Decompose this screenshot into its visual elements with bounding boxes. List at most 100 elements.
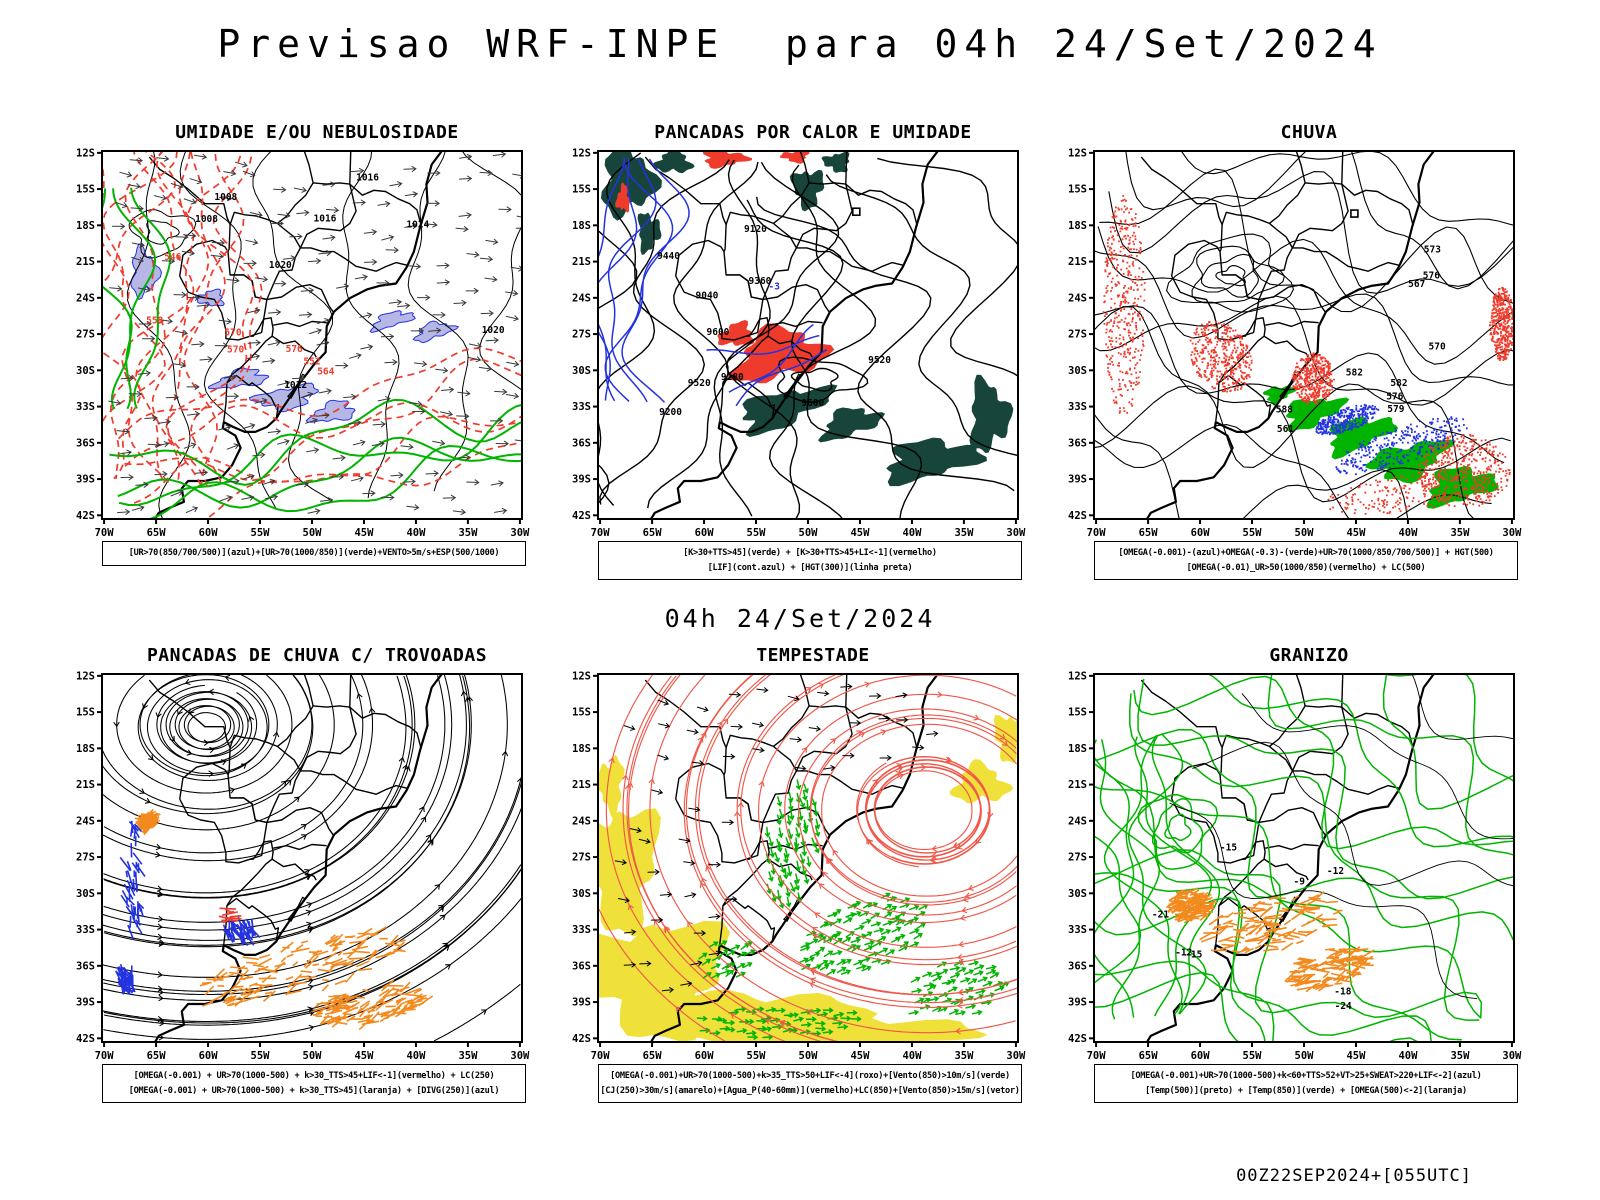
panel-title: CHUVA	[1280, 122, 1338, 143]
svg-text:24S: 24S	[1068, 292, 1087, 304]
svg-text:12S: 12S	[1068, 671, 1087, 683]
svg-text:-18: -18	[1334, 987, 1351, 998]
svg-text:45W: 45W	[1346, 527, 1366, 539]
svg-text:-12: -12	[1175, 948, 1192, 959]
legend-box-umidade: [UR>70(850/700/500)](azul)+[UR>70(1000/8…	[102, 541, 526, 566]
svg-text:55W: 55W	[747, 527, 767, 539]
map-granizo: -24-21-18-15-12-9-15-1212S15S18S21S24S27…	[1068, 671, 1522, 1063]
svg-text:27S: 27S	[76, 852, 95, 864]
svg-text:42S: 42S	[572, 510, 591, 522]
svg-text:1016: 1016	[356, 172, 379, 183]
svg-text:27S: 27S	[1068, 852, 1087, 864]
svg-text:60W: 60W	[695, 527, 715, 539]
svg-text:35W: 35W	[458, 1050, 478, 1062]
svg-text:-15: -15	[1185, 950, 1202, 961]
svg-text:18S: 18S	[572, 220, 591, 232]
legend-line: [OMEGA(-0.001)+UR>70(1000-500)+k>35_TTS>…	[610, 1071, 1010, 1082]
svg-text:21S: 21S	[1068, 779, 1087, 791]
panel-chuva: CHUVA 588 582 576 570 579 573 567 582 576 561 12S 1…	[1060, 122, 1532, 581]
svg-text:36S: 36S	[76, 437, 95, 449]
svg-text:30W: 30W	[1006, 527, 1026, 539]
validity-subtitle: 04h 24/Set/2024	[664, 604, 936, 634]
svg-text:576: 576	[286, 344, 303, 355]
legend-line: [Temp(500)](preto) + [Temp(850)](verde) …	[1145, 1085, 1467, 1096]
svg-text:12S: 12S	[1068, 147, 1087, 159]
svg-text:42S: 42S	[76, 1033, 95, 1045]
svg-text:18S: 18S	[1068, 743, 1087, 755]
svg-text:35W: 35W	[1450, 1050, 1470, 1062]
svg-text:33S: 33S	[572, 924, 591, 936]
svg-text:30S: 30S	[76, 888, 95, 900]
svg-text:588: 588	[1276, 405, 1293, 416]
svg-text:18S: 18S	[76, 220, 95, 232]
svg-text:70W: 70W	[1087, 527, 1107, 539]
svg-text:30W: 30W	[510, 527, 530, 539]
svg-text:576: 576	[1386, 392, 1403, 403]
svg-text:50W: 50W	[1295, 1050, 1315, 1062]
svg-text:27S: 27S	[76, 329, 95, 341]
svg-text:45W: 45W	[354, 527, 374, 539]
svg-text:30S: 30S	[572, 888, 591, 900]
panel-pancadas-calor: PANCADAS POR CALOR E UMIDADE 9600 9520 944…	[564, 122, 1036, 581]
panel-title: TEMPESTADE	[756, 645, 870, 667]
svg-text:36S: 36S	[572, 437, 591, 449]
svg-text:15S: 15S	[1068, 184, 1087, 196]
svg-text:-15: -15	[1220, 843, 1237, 854]
svg-text:27S: 27S	[572, 852, 591, 864]
svg-text:18S: 18S	[1068, 220, 1087, 232]
svg-text:1008: 1008	[214, 192, 237, 203]
map-umidade: 1008 1012 1016 1020 1024 1016 1008 1020 552 558 56…	[76, 147, 530, 539]
svg-text:36S: 36S	[76, 961, 95, 973]
svg-text:12S: 12S	[572, 147, 591, 159]
svg-text:570: 570	[224, 328, 241, 339]
svg-text:36S: 36S	[1068, 437, 1087, 449]
svg-text:39S: 39S	[572, 474, 591, 486]
svg-text:60W: 60W	[1191, 527, 1211, 539]
svg-text:33S: 33S	[1068, 401, 1087, 413]
legend-line: [OMEGA(-0.001) + UR>70(1000-500) + k>30_…	[128, 1085, 500, 1096]
svg-text:12S: 12S	[572, 671, 591, 683]
svg-text:33S: 33S	[1068, 924, 1087, 936]
top-panel-row: UMIDADE E/OU NEBULOSIDADE 1008 1012 1016 10…	[0, 122, 1600, 581]
svg-text:30W: 30W	[1006, 1050, 1026, 1062]
panel-umidade: UMIDADE E/OU NEBULOSIDADE 1008 1012 1016 10…	[68, 122, 540, 580]
svg-text:24S: 24S	[1068, 816, 1087, 828]
legend-box-tempestade: [OMEGA(-0.001)+UR>70(1000-500)+k>35_TTS>…	[598, 1064, 1022, 1104]
svg-text:35W: 35W	[1450, 527, 1470, 539]
svg-text:9040: 9040	[696, 290, 719, 301]
svg-text:24S: 24S	[76, 816, 95, 828]
svg-text:9520: 9520	[868, 355, 891, 366]
legend-line: [UR>70(850/700/500)](azul)+[UR>70(1000/8…	[128, 548, 500, 558]
svg-text:35W: 35W	[954, 527, 974, 539]
svg-text:12S: 12S	[76, 671, 95, 683]
svg-text:567: 567	[1408, 279, 1425, 290]
svg-text:9600: 9600	[707, 327, 730, 338]
page-title: Previsao WRF-INPE para 04h 24/Set/2024	[217, 22, 1383, 66]
svg-text:40W: 40W	[902, 1050, 922, 1062]
svg-text:1020: 1020	[269, 260, 292, 271]
svg-text:30W: 30W	[1502, 527, 1522, 539]
svg-text:50W: 50W	[799, 1050, 819, 1062]
svg-text:39S: 39S	[1068, 474, 1087, 486]
svg-text:65W: 65W	[147, 1050, 167, 1062]
panel-title: PANCADAS DE CHUVA C/ TROVOADAS	[146, 645, 488, 667]
svg-text:12S: 12S	[76, 147, 95, 159]
panel-granizo: GRANIZO -24 -21 -18 -15 -12 -9 -15 -12 12S 15S 18S…	[1060, 645, 1532, 1104]
svg-text:1020: 1020	[482, 325, 505, 336]
svg-text:42S: 42S	[1068, 510, 1087, 522]
svg-text:70W: 70W	[591, 1050, 611, 1062]
svg-text:30S: 30S	[572, 365, 591, 377]
svg-text:45W: 45W	[850, 527, 870, 539]
svg-text:39S: 39S	[76, 474, 95, 486]
svg-text:33S: 33S	[76, 401, 95, 413]
svg-text:70W: 70W	[95, 527, 115, 539]
svg-text:30S: 30S	[1068, 888, 1087, 900]
svg-text:50W: 50W	[799, 527, 819, 539]
svg-text:579: 579	[1387, 404, 1404, 415]
svg-text:27S: 27S	[572, 329, 591, 341]
svg-text:40W: 40W	[1398, 527, 1418, 539]
svg-text:33S: 33S	[76, 924, 95, 936]
svg-text:55W: 55W	[1243, 1050, 1263, 1062]
